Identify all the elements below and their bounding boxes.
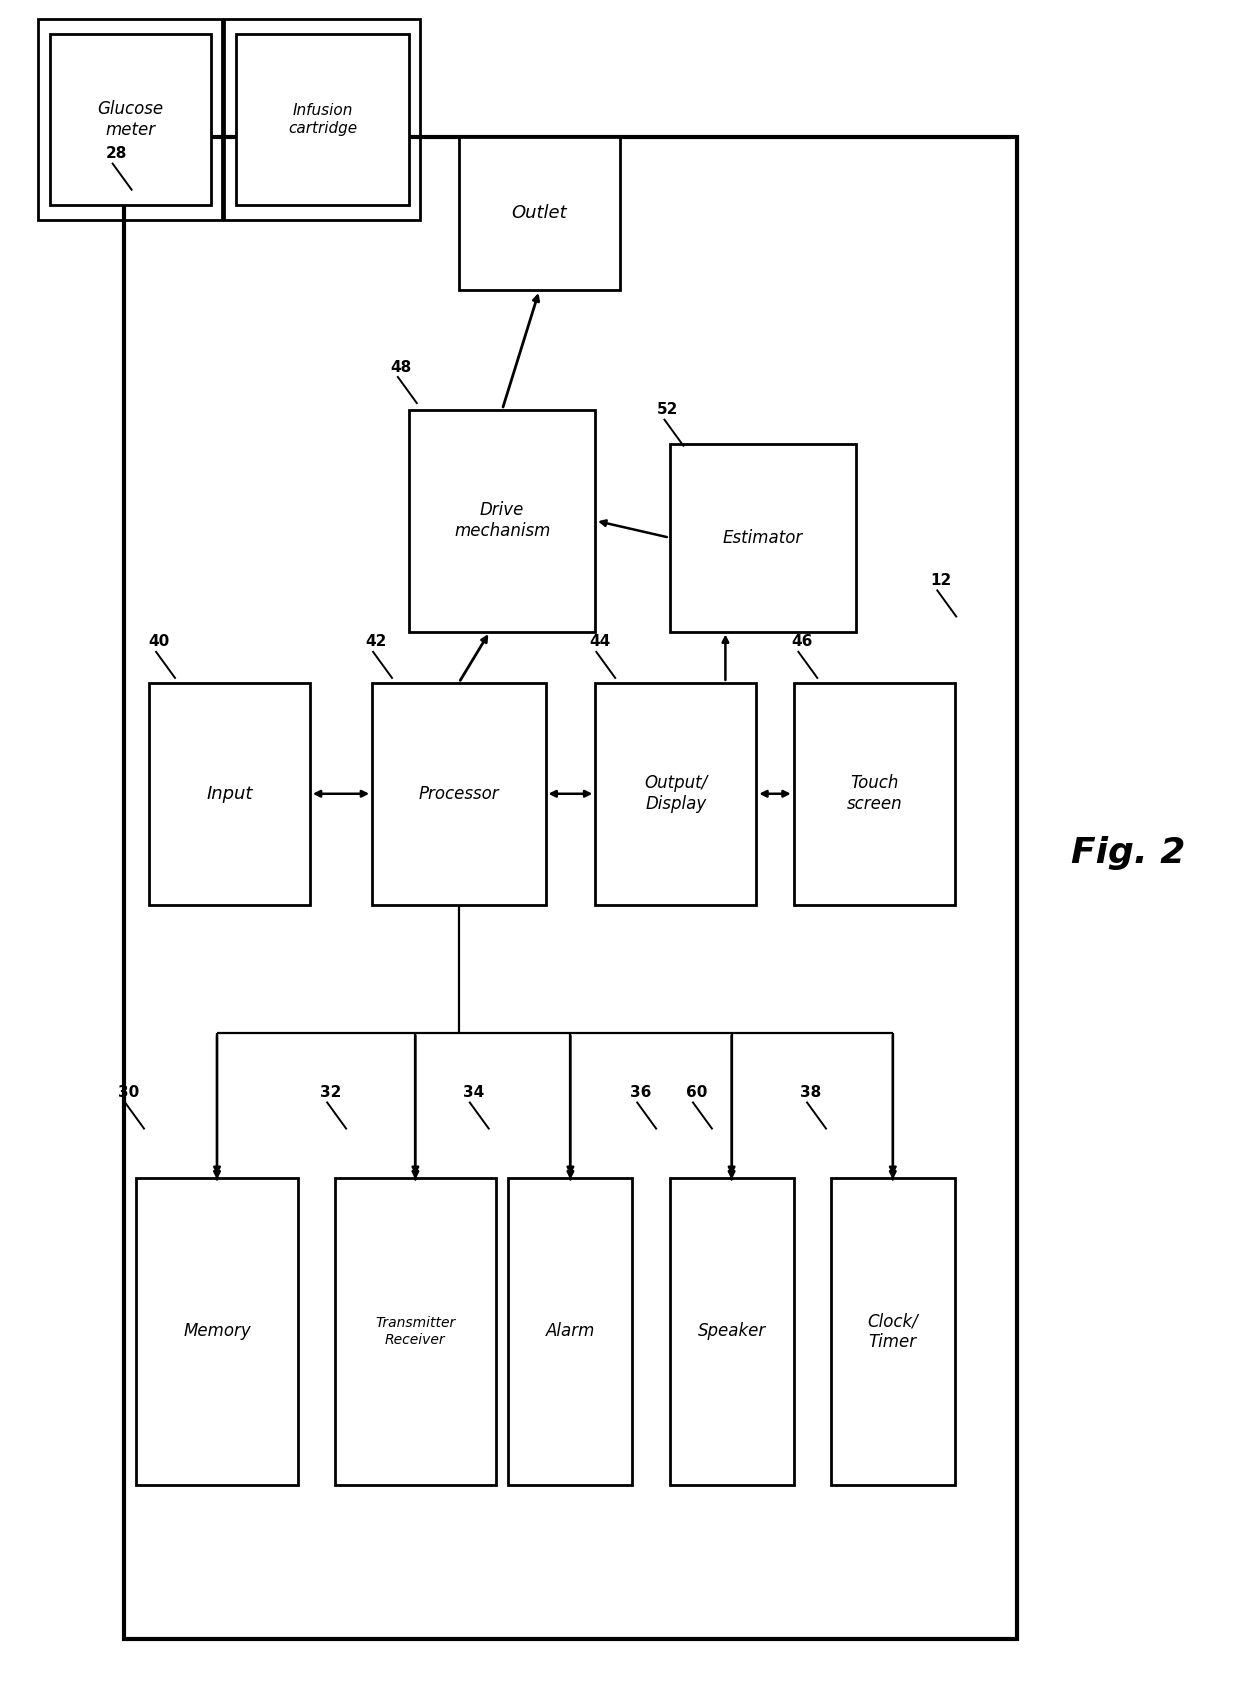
Bar	[595, 683, 756, 905]
Bar	[670, 444, 856, 632]
Bar	[136, 1178, 298, 1485]
Text: 36: 36	[630, 1086, 651, 1099]
Bar	[224, 19, 420, 220]
Text: Clock/
Timer: Clock/ Timer	[868, 1313, 918, 1350]
Text: 38: 38	[800, 1086, 821, 1099]
Bar	[409, 410, 595, 632]
Text: 46: 46	[791, 635, 812, 649]
Text: Transmitter
Receiver: Transmitter Receiver	[376, 1316, 455, 1347]
Bar	[372, 683, 546, 905]
Bar	[149, 683, 310, 905]
Text: Alarm: Alarm	[546, 1323, 595, 1340]
Bar	[50, 34, 211, 205]
Text: Input: Input	[206, 785, 253, 802]
Text: 48: 48	[391, 360, 412, 374]
Bar	[508, 1178, 632, 1485]
Bar	[38, 19, 222, 220]
Bar	[794, 683, 955, 905]
Bar	[335, 1178, 496, 1485]
Text: Touch
screen: Touch screen	[847, 775, 901, 813]
Bar	[236, 34, 409, 205]
Text: Speaker: Speaker	[697, 1323, 766, 1340]
Text: 52: 52	[657, 403, 678, 417]
Text: 12: 12	[930, 574, 951, 587]
Text: 44: 44	[589, 635, 610, 649]
Text: Glucose
meter: Glucose meter	[97, 101, 164, 138]
Text: Outlet: Outlet	[512, 205, 567, 222]
Text: Infusion
cartridge: Infusion cartridge	[288, 104, 357, 135]
Bar	[124, 137, 1017, 1639]
Text: Processor: Processor	[418, 785, 500, 802]
Text: Output/
Display: Output/ Display	[644, 775, 708, 813]
Text: Drive
mechanism: Drive mechanism	[454, 502, 551, 539]
Text: Fig. 2: Fig. 2	[1071, 836, 1185, 871]
Text: Memory: Memory	[184, 1323, 250, 1340]
Text: 34: 34	[463, 1086, 484, 1099]
Bar	[459, 137, 620, 290]
Text: 40: 40	[149, 635, 170, 649]
Text: 28: 28	[105, 147, 126, 160]
Bar	[831, 1178, 955, 1485]
Text: 42: 42	[366, 635, 387, 649]
Text: 32: 32	[320, 1086, 341, 1099]
Text: 60: 60	[686, 1086, 707, 1099]
Text: Estimator: Estimator	[723, 529, 802, 546]
Text: 30: 30	[118, 1086, 139, 1099]
Bar	[670, 1178, 794, 1485]
